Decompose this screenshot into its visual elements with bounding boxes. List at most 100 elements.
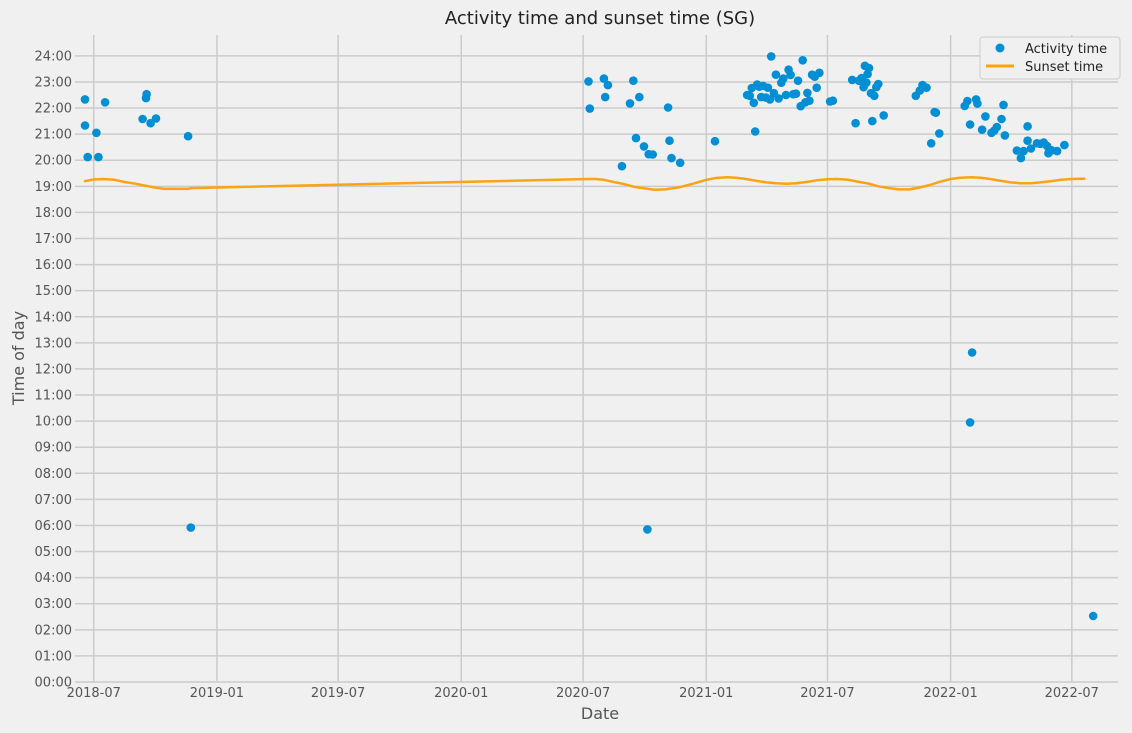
y-tick-label: 21:00 [35,128,72,143]
activity-point [80,95,90,104]
activity-point [763,83,773,92]
x-tick-label: 2021-01 [679,686,733,701]
y-tick-label: 11:00 [35,389,72,404]
activity-point [963,96,972,106]
activity-point [639,142,649,151]
legend-activity-label: Activity time [1025,42,1107,57]
activity-point [997,114,1006,124]
y-tick-label: 06:00 [35,519,72,534]
x-tick-label: 2020-07 [556,686,610,701]
activity-point [629,76,638,85]
activity-point [765,95,775,104]
sunset-time-line [83,175,1086,191]
activity-point [771,70,781,79]
activity-point [973,99,982,108]
activity-point [603,80,613,90]
activity-point [1023,136,1032,145]
y-tick-label: 13:00 [35,336,72,351]
x-tick-label: 2019-01 [190,686,244,701]
legend: Activity time Sunset time [979,36,1121,80]
y-tick-labels: 00:00 01:00 02:00 03:00 04:00 05:00 06:00 07:00… [35,49,72,690]
activity-point [1088,611,1098,621]
activity-point [922,83,931,92]
activity-point [635,92,644,102]
y-tick-label: 07:00 [35,493,72,508]
activity-point [631,133,641,143]
activity-point [805,96,814,105]
activity-point [999,100,1008,110]
legend-box [979,36,1121,80]
activity-point [965,120,975,129]
activity-point [791,89,801,98]
y-tick-label: 01:00 [35,649,72,664]
activity-point [643,525,652,534]
x-tick-label: 2021-07 [800,686,854,701]
activity-point [750,127,760,136]
y-tick-label: 16:00 [35,258,72,273]
x-tick-label: 2022-01 [923,686,977,701]
activity-point [675,158,685,168]
y-tick-label: 24:00 [35,49,72,64]
activity-point [648,150,657,159]
activity-point [617,161,627,171]
activity-point [847,75,857,85]
activity-point [100,98,110,107]
y-tick-label: 15:00 [35,284,72,299]
activity-point [1016,153,1026,163]
y-tick-label: 22:00 [35,102,72,117]
activity-point [1012,146,1022,155]
activity-point [965,418,975,427]
x-tick-label: 2019-07 [311,686,365,701]
activity-point [779,74,788,83]
activity-point [870,91,879,101]
activity-point [926,139,936,148]
x-axis-title: Date [581,704,619,723]
legend-activity-marker [995,43,1005,53]
activity-point [745,91,755,101]
activity-point [94,152,103,162]
activity-point [151,114,161,123]
activity-point [977,125,987,134]
y-tick-label: 10:00 [35,415,72,430]
activity-point [992,122,1002,132]
activity-point [879,111,888,120]
y-tick-label: 14:00 [35,310,72,325]
chart-title: Activity time and sunset time (SG) [445,8,755,29]
x-tick-labels: 2018-07 2019-01 2019-07 2020-01 2020-07 2021-… [67,686,1099,701]
activity-point [774,94,783,103]
y-tick-label: 08:00 [35,467,72,482]
activity-point [851,118,860,128]
activity-point [183,131,193,141]
activity-point [815,68,824,78]
x-tick-label: 2022-07 [1045,686,1099,701]
activity-point [667,153,676,163]
x-tick-label: 2018-07 [67,686,121,701]
activity-point [781,90,791,100]
activity-point [1000,131,1010,140]
activity-point [798,56,807,65]
activity-point [766,52,776,61]
activity-point [803,88,812,98]
activity-point [584,77,593,86]
activity-point [92,128,101,138]
activity-point [874,79,883,89]
y-tick-label: 02:00 [35,623,72,638]
activity-point [786,70,795,80]
activity-point [625,99,635,108]
activity-point [864,63,874,73]
activity-point [1060,140,1069,150]
legend-sunset-label: Sunset time [1025,60,1103,75]
activity-point [828,96,838,105]
activity-point [665,136,674,145]
activity-point [600,92,610,102]
activity-point [793,76,803,85]
grid-lines [75,35,1118,683]
activity-point [1019,146,1028,156]
y-tick-label: 03:00 [35,597,72,612]
y-tick-label: 19:00 [35,180,72,195]
activity-point [812,83,821,92]
activity-point [862,78,871,87]
y-tick-label: 20:00 [35,154,72,169]
activity-point [931,108,941,117]
